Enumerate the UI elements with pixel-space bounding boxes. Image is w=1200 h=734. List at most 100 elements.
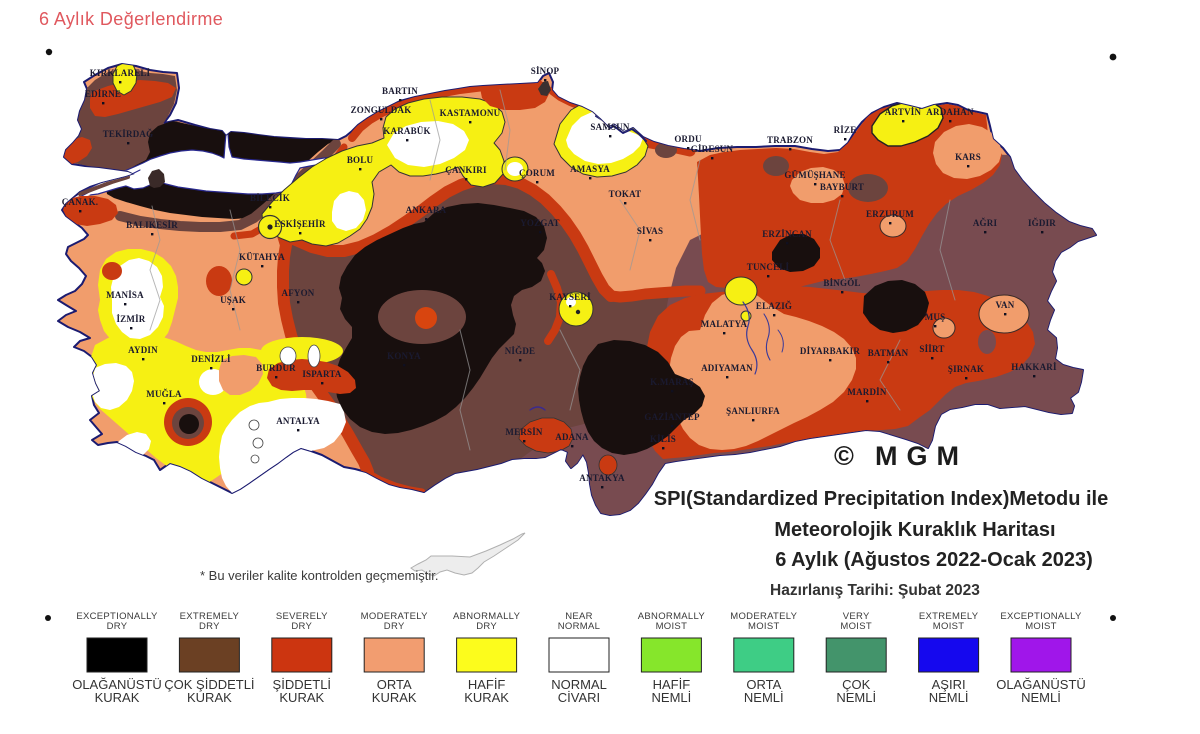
svg-text:SAMSUN: SAMSUN — [590, 122, 630, 132]
svg-text:TUNCELİ: TUNCELİ — [747, 262, 790, 272]
svg-text:CİVARI: CİVARI — [558, 690, 600, 705]
svg-text:KURAK: KURAK — [279, 690, 324, 705]
svg-text:ÇANAK.: ÇANAK. — [62, 197, 98, 207]
svg-text:KARABÜK: KARABÜK — [383, 126, 430, 136]
svg-text:EXCEPTIONALLY: EXCEPTIONALLY — [1000, 611, 1082, 622]
svg-text:GİRESUN: GİRESUN — [691, 144, 734, 154]
svg-text:MANİSA: MANİSA — [106, 290, 144, 300]
svg-text:ORTA: ORTA — [746, 677, 781, 692]
svg-text:NEMLİ: NEMLİ — [929, 690, 969, 705]
svg-text:NEAR: NEAR — [565, 611, 593, 622]
svg-text:ÇORUM: ÇORUM — [519, 168, 555, 178]
svg-text:ÇOK ŞİDDETLİ: ÇOK ŞİDDETLİ — [164, 677, 254, 692]
svg-text:KAYSERİ: KAYSERİ — [549, 292, 591, 302]
svg-text:HAKKARİ: HAKKARİ — [1011, 362, 1057, 372]
svg-text:MODERATELY: MODERATELY — [730, 611, 797, 622]
svg-text:MOIST: MOIST — [1025, 621, 1057, 632]
svg-text:ELAZIĞ: ELAZIĞ — [756, 301, 792, 311]
svg-text:ÇOK: ÇOK — [842, 677, 871, 692]
svg-text:İZMİR: İZMİR — [116, 314, 145, 324]
svg-text:ESKİŞEHİR: ESKİŞEHİR — [274, 219, 326, 229]
svg-text:EXCEPTIONALLY: EXCEPTIONALLY — [76, 611, 158, 622]
svg-text:ŞANLIURFA: ŞANLIURFA — [726, 406, 780, 416]
svg-text:BİNGÖL: BİNGÖL — [823, 278, 860, 288]
svg-text:ADIYAMAN: ADIYAMAN — [701, 363, 753, 373]
svg-text:IĞDIR: IĞDIR — [1028, 218, 1056, 228]
svg-text:SPI(Standardized Precipitation: SPI(Standardized Precipitation Index)Met… — [654, 488, 1109, 510]
svg-text:NORMAL: NORMAL — [558, 621, 600, 632]
svg-text:EXTREMELY: EXTREMELY — [180, 611, 240, 622]
svg-text:* Bu veriler kalite kontrolden: * Bu veriler kalite kontrolden geçmemişt… — [200, 568, 438, 583]
svg-text:ABNORMALLY: ABNORMALLY — [453, 611, 521, 622]
svg-text:GÜMÜŞHANE: GÜMÜŞHANE — [784, 170, 845, 180]
svg-text:ANTALYA: ANTALYA — [276, 416, 320, 426]
svg-text:KURAK: KURAK — [372, 690, 417, 705]
svg-text:ARTVİN: ARTVİN — [885, 107, 922, 117]
svg-text:BALIKESİR: BALIKESİR — [126, 220, 178, 230]
svg-text:6 Aylık (Ağustos 2022-Ocak 202: 6 Aylık (Ağustos 2022-Ocak 2023) — [775, 549, 1093, 571]
svg-text:HAFİF: HAFİF — [653, 677, 691, 692]
svg-text:KÜTAHYA: KÜTAHYA — [239, 252, 285, 262]
svg-text:KIRKLARELİ: KIRKLARELİ — [90, 68, 151, 78]
svg-text:GAZİANTEP: GAZİANTEP — [644, 412, 700, 422]
svg-text:BİLECİK: BİLECİK — [250, 193, 290, 203]
svg-text:RİZE: RİZE — [834, 125, 857, 135]
svg-text:KİLİS: KİLİS — [650, 434, 676, 444]
svg-text:UŞAK: UŞAK — [220, 295, 246, 305]
svg-text:NORMAL: NORMAL — [551, 677, 607, 692]
svg-text:DRY: DRY — [107, 621, 128, 632]
svg-text:TRABZON: TRABZON — [767, 135, 813, 145]
svg-text:6 Aylık Değerlendirme: 6 Aylık Değerlendirme — [39, 9, 223, 29]
svg-text:OLAĞANÜSTÜ: OLAĞANÜSTÜ — [72, 677, 162, 692]
svg-text:MARDİN: MARDİN — [847, 387, 886, 397]
svg-text:NEMLİ: NEMLİ — [744, 690, 784, 705]
svg-text:NİĞDE: NİĞDE — [505, 346, 536, 356]
svg-text:AYDIN: AYDIN — [128, 345, 158, 355]
svg-text:AFYON: AFYON — [282, 288, 315, 298]
svg-text:ZONGULDAK: ZONGULDAK — [351, 105, 412, 115]
svg-text:NEMLİ: NEMLİ — [652, 690, 692, 705]
svg-text:DRY: DRY — [199, 621, 220, 632]
svg-text:ADANA: ADANA — [555, 432, 589, 442]
svg-text:ARDAHAN: ARDAHAN — [926, 107, 974, 117]
svg-text:ISPARTA: ISPARTA — [302, 369, 342, 379]
svg-text:TOKAT: TOKAT — [609, 189, 642, 199]
svg-text:MUĞLA: MUĞLA — [146, 389, 182, 399]
svg-text:HAFİF: HAFİF — [468, 677, 506, 692]
svg-text:BURDUR: BURDUR — [256, 363, 296, 373]
svg-text:YOZGAT: YOZGAT — [520, 218, 560, 228]
svg-text:DİYARBAKIR: DİYARBAKIR — [800, 346, 860, 356]
svg-text:MGM: MGM — [875, 441, 968, 471]
svg-text:MALATYA: MALATYA — [701, 319, 748, 329]
svg-text:KASTAMONU: KASTAMONU — [440, 108, 501, 118]
svg-text:ŞIRNAK: ŞIRNAK — [948, 364, 984, 374]
svg-text:ÇANKIRI: ÇANKIRI — [445, 165, 487, 175]
svg-text:BARTIN: BARTIN — [382, 86, 418, 96]
svg-text:K.MARAŞ: K.MARAŞ — [650, 377, 694, 387]
svg-text:MOIST: MOIST — [840, 621, 872, 632]
svg-text:AMASYA: AMASYA — [570, 164, 610, 174]
svg-text:ERZİNCAN: ERZİNCAN — [762, 229, 812, 239]
svg-text:ORTA: ORTA — [377, 677, 412, 692]
svg-text:ŞİDDETLİ: ŞİDDETLİ — [273, 677, 332, 692]
svg-text:Meteorolojik Kuraklık Haritası: Meteorolojik Kuraklık Haritası — [774, 519, 1055, 541]
svg-text:OLAĞANÜSTÜ: OLAĞANÜSTÜ — [996, 677, 1086, 692]
svg-text:TEKİRDAĞ: TEKİRDAĞ — [103, 129, 154, 139]
svg-text:BATMAN: BATMAN — [868, 348, 909, 358]
svg-text:SİNOP: SİNOP — [531, 66, 560, 76]
svg-text:MOIST: MOIST — [748, 621, 780, 632]
svg-text:©: © — [834, 441, 854, 471]
svg-text:SEVERELY: SEVERELY — [276, 611, 328, 622]
svg-text:ANKARA: ANKARA — [406, 205, 447, 215]
svg-text:DENİZLİ: DENİZLİ — [191, 354, 231, 364]
svg-text:EDİRNE: EDİRNE — [85, 89, 121, 99]
svg-text:DRY: DRY — [291, 621, 312, 632]
svg-text:BOLU: BOLU — [347, 155, 374, 165]
svg-text:NEMLİ: NEMLİ — [836, 690, 876, 705]
svg-text:VAN: VAN — [996, 300, 1015, 310]
svg-text:MERSİN: MERSİN — [505, 427, 543, 437]
svg-text:KURAK: KURAK — [95, 690, 140, 705]
svg-text:MODERATELY: MODERATELY — [361, 611, 428, 622]
svg-text:ERZURUM: ERZURUM — [866, 209, 914, 219]
svg-text:DRY: DRY — [384, 621, 405, 632]
